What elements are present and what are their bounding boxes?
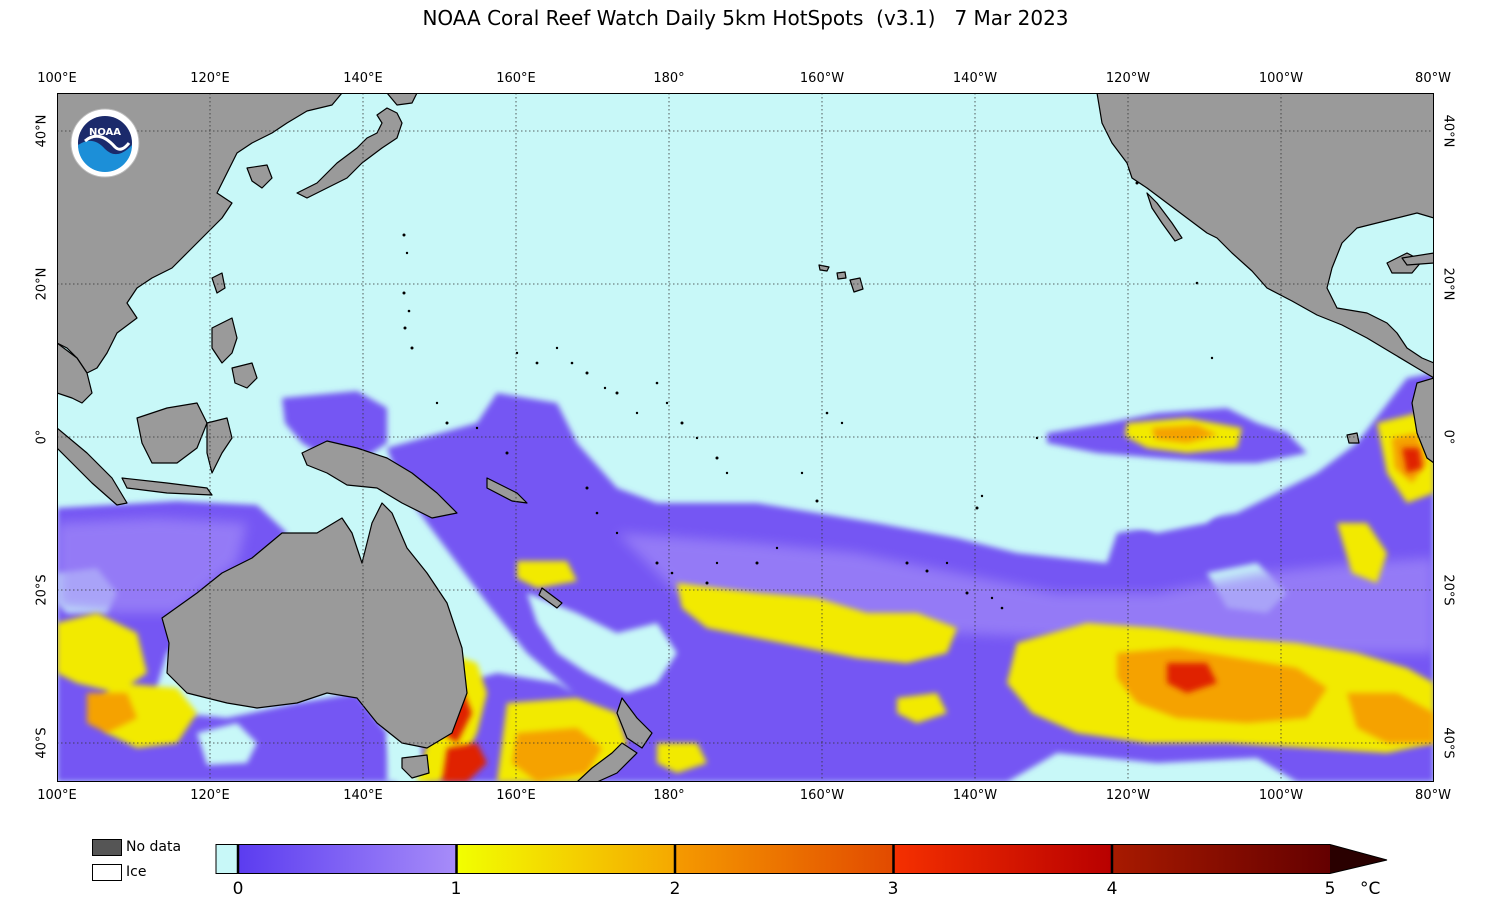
land-borneo (136, 402, 208, 464)
lat-tick-right: 20°S (1440, 574, 1456, 606)
land-indochina (57, 342, 93, 404)
land-cuba (1401, 252, 1434, 266)
land-australia (161, 502, 468, 749)
lon-tick-top: 100°W (1258, 71, 1304, 86)
colorbar-label: 4 (1106, 879, 1118, 899)
lon-tick-top: 140°W (952, 71, 998, 86)
lon-tick-top: 180° (653, 71, 685, 86)
lon-tick-top: 120°W (1105, 71, 1151, 86)
lon-tick-top: 100°E (37, 71, 77, 86)
lat-tick-left: 40°S (34, 727, 50, 759)
lon-tick-top: 140°E (343, 71, 383, 86)
lat-tick-left: 20°S (34, 574, 50, 606)
land-new-zealand-south (576, 742, 638, 782)
lon-tick-top: 120°E (190, 71, 230, 86)
noaa-logo: NOAA (70, 108, 140, 178)
lat-tick-right: 40°S (1440, 727, 1456, 759)
colorbar-unit: °C (1360, 879, 1381, 899)
land-java (121, 477, 213, 496)
no-data-swatch (92, 839, 122, 856)
lat-tick-left: 40°N (34, 114, 50, 148)
lon-tick-bottom: 120°E (190, 788, 230, 803)
land-taiwan (211, 272, 226, 294)
land-sumatra (57, 427, 128, 506)
land-hawaii-maui (836, 271, 847, 280)
land-korea (246, 164, 273, 189)
land-baja-california (1146, 192, 1183, 242)
ice-label: Ice (126, 864, 147, 880)
colorbar-label: 3 (887, 879, 899, 899)
lon-tick-bottom: 180° (653, 788, 685, 803)
lat-tick-right: 0° (1440, 429, 1456, 445)
lon-tick-top: 80°W (1415, 71, 1451, 86)
colorbar-segment-1-2 (456, 844, 675, 874)
no-data-label: No data (126, 839, 182, 855)
lat-tick-left: 0° (34, 429, 50, 445)
land-north-america (1096, 93, 1434, 379)
lat-tick-left: 20°N (34, 267, 50, 301)
hotspot-map: NOAA (57, 93, 1434, 782)
colorbar-label: 1 (450, 879, 462, 899)
hotspot-red-layer (442, 448, 1422, 782)
lon-tick-bottom: 160°E (496, 788, 536, 803)
hotspot-yellow-chile (1337, 523, 1387, 583)
land-hawaii-oahu (818, 264, 830, 272)
graticule (57, 93, 1434, 782)
land-south-america (1411, 377, 1434, 464)
ice-swatch (92, 864, 122, 881)
land-luzon (211, 317, 238, 364)
colorbar-extension (1330, 844, 1387, 874)
lat-tick-right: 20°N (1440, 267, 1456, 301)
hotspot-yellow-southwest-indian (57, 613, 147, 693)
lat-tick-right: 40°N (1440, 114, 1456, 148)
land-mindanao (231, 362, 258, 389)
lon-tick-bottom: 80°W (1415, 788, 1451, 803)
lon-tick-bottom: 160°W (799, 788, 845, 803)
land-hawaii-big-island (849, 277, 864, 293)
land-sulawesi (206, 417, 233, 474)
colorbar (215, 844, 1388, 874)
land-galapagos (1346, 432, 1360, 444)
land-solomon-islands (486, 477, 528, 504)
lon-tick-bottom: 100°W (1258, 788, 1304, 803)
colorbar-label: 0 (232, 879, 244, 899)
lon-tick-top: 160°W (799, 71, 845, 86)
colorbar-segment-3-4 (893, 844, 1112, 874)
land-tasmania (401, 754, 430, 779)
hotspot-yellow-central-south-pacific (677, 583, 957, 663)
colorbar-below-zero (216, 844, 238, 874)
island-layer (402, 181, 1214, 610)
lon-tick-bottom: 140°W (952, 788, 998, 803)
lon-tick-bottom: 120°W (1105, 788, 1151, 803)
land-new-zealand-north (616, 697, 653, 749)
colorbar-label: 5 (1324, 879, 1336, 899)
lon-tick-bottom: 140°E (343, 788, 383, 803)
land-new-caledonia (538, 587, 563, 609)
land-japan (296, 107, 403, 199)
lon-tick-top: 160°E (496, 71, 536, 86)
hotspot-region-western-pacific (282, 391, 387, 463)
colorbar-segment-0-1 (238, 844, 457, 874)
colorbar-segment-4-5 (1112, 844, 1330, 874)
noaa-logo-text: NOAA (89, 127, 121, 138)
lon-tick-bottom: 100°E (37, 788, 77, 803)
colorbar-label: 2 (669, 879, 681, 899)
land-new-guinea (301, 440, 458, 519)
land-hokkaido (386, 93, 418, 106)
colorbar-segment-2-3 (675, 844, 894, 874)
map-title: NOAA Coral Reef Watch Daily 5km HotSpots… (422, 6, 1069, 30)
